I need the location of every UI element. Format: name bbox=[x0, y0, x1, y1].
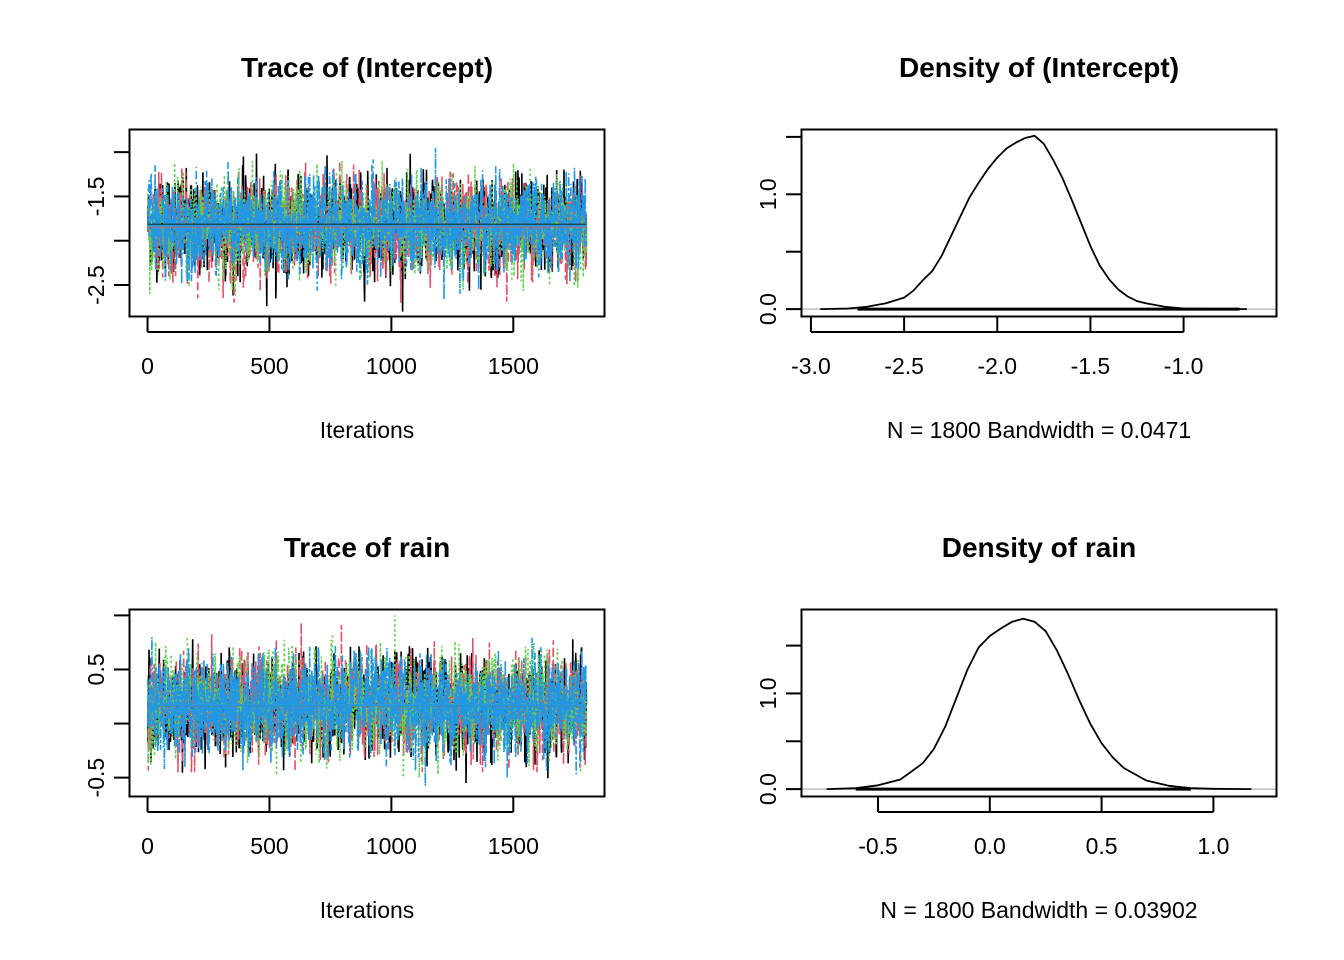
trace-lines bbox=[147, 615, 588, 786]
y-axis: 0.0 1.0 bbox=[755, 644, 802, 805]
x-axis-label: N = 1800 Bandwidth = 0.0471 bbox=[887, 417, 1191, 443]
trace-rain-panel: Trace of rain 0 500 1000 1500 -0.5 0.5 Itera… bbox=[83, 532, 606, 923]
x-tick-label: 500 bbox=[250, 833, 288, 859]
trace-intercept-panel: Trace of (Intercept) 0 500 1000 1500 -2.5 -1… bbox=[83, 52, 606, 443]
x-axis-label: N = 1800 Bandwidth = 0.03902 bbox=[880, 897, 1197, 923]
x-tick-label: -3.0 bbox=[791, 353, 831, 379]
y-tick-label: 0.0 bbox=[755, 773, 781, 805]
density-line bbox=[826, 617, 1252, 790]
x-tick-label: 500 bbox=[250, 353, 288, 379]
x-tick-label: -1.0 bbox=[1164, 353, 1204, 379]
density-curve bbox=[802, 134, 1276, 311]
x-tick-label: -1.5 bbox=[1071, 353, 1111, 379]
trace-line-4 bbox=[147, 147, 588, 300]
y-tick-label: 0.0 bbox=[755, 293, 781, 325]
y-axis: 0.0 1.0 bbox=[755, 135, 802, 325]
y-tick-label: 1.0 bbox=[755, 178, 781, 210]
density-line bbox=[820, 134, 1247, 310]
x-tick-label: -2.5 bbox=[884, 353, 924, 379]
x-tick-label: 0 bbox=[141, 353, 154, 379]
density-curve bbox=[802, 617, 1276, 791]
x-axis-label: Iterations bbox=[320, 897, 415, 923]
chart-title: Trace of (Intercept) bbox=[241, 52, 493, 83]
plot-frame bbox=[800, 128, 1278, 318]
x-tick-label: -0.5 bbox=[858, 833, 898, 859]
y-tick-label: -1.5 bbox=[83, 177, 109, 217]
x-tick-label: 0.5 bbox=[1086, 833, 1118, 859]
x-tick-label: 0.0 bbox=[974, 833, 1006, 859]
x-tick-label: 1500 bbox=[488, 353, 539, 379]
chart-title: Density of (Intercept) bbox=[899, 52, 1179, 83]
y-tick-label: -2.5 bbox=[83, 265, 109, 305]
plot-frame bbox=[800, 608, 1278, 798]
chart-title: Trace of rain bbox=[284, 532, 451, 563]
x-axis: 0 500 1000 1500 bbox=[141, 316, 539, 379]
plot-frame bbox=[128, 128, 606, 318]
x-axis: -0.5 0.0 0.5 1.0 bbox=[858, 796, 1229, 859]
x-tick-label: 1.0 bbox=[1197, 833, 1229, 859]
x-axis: 0 500 1000 1500 bbox=[141, 796, 539, 859]
x-axis-label: Iterations bbox=[320, 417, 415, 443]
y-tick-label: 1.0 bbox=[755, 677, 781, 709]
density-rain-panel: Density of rain -0.5 0.0 0.5 1.0 0.0 1.0 N =… bbox=[755, 532, 1278, 923]
x-axis: -3.0 -2.5 -2.0 -1.5 -1.0 bbox=[791, 316, 1203, 379]
x-tick-label: 1500 bbox=[488, 833, 539, 859]
x-tick-label: 0 bbox=[141, 833, 154, 859]
plot-frame bbox=[128, 608, 606, 798]
density-intercept-panel: Density of (Intercept) -3.0 -2.5 -2.0 -1.5-… bbox=[755, 52, 1278, 443]
y-tick-label: -0.5 bbox=[83, 758, 109, 798]
y-axis: -2.5 -1.5 bbox=[83, 151, 130, 305]
x-tick-label: 1000 bbox=[366, 353, 417, 379]
y-tick-label: 0.5 bbox=[83, 653, 109, 685]
y-axis: -0.5 0.5 bbox=[83, 614, 130, 798]
x-tick-label: -2.0 bbox=[977, 353, 1017, 379]
x-tick-label: 1000 bbox=[366, 833, 417, 859]
trace-lines bbox=[147, 147, 588, 312]
chart-title: Density of rain bbox=[942, 532, 1136, 563]
